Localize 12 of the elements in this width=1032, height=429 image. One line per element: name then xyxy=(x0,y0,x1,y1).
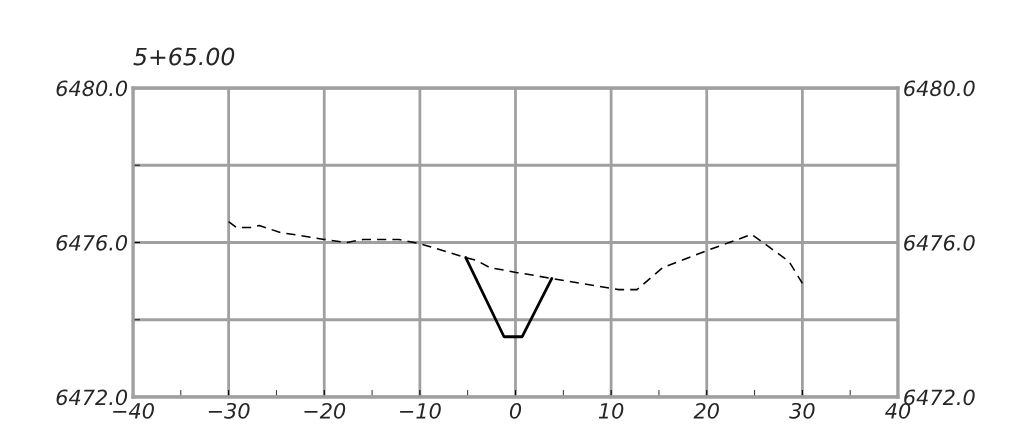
y2-tick-label: 6476.0 xyxy=(904,234,975,251)
x-tick-label: 10 xyxy=(598,402,624,419)
x-tick-label: −30 xyxy=(208,402,250,419)
y2-tick-label: 6480.0 xyxy=(904,80,975,97)
chart-title: 5+65.00 xyxy=(133,47,235,66)
x-tick-label: 30 xyxy=(789,402,815,419)
x-tick-label: 0 xyxy=(509,402,522,419)
y-tick-label: 6480.0 xyxy=(56,80,128,97)
x-tick-label: −10 xyxy=(400,402,441,419)
y-tick-label: 6476.0 xyxy=(56,234,128,251)
x-tick-label: 20 xyxy=(693,402,719,419)
x-tick-label: −20 xyxy=(304,402,346,419)
